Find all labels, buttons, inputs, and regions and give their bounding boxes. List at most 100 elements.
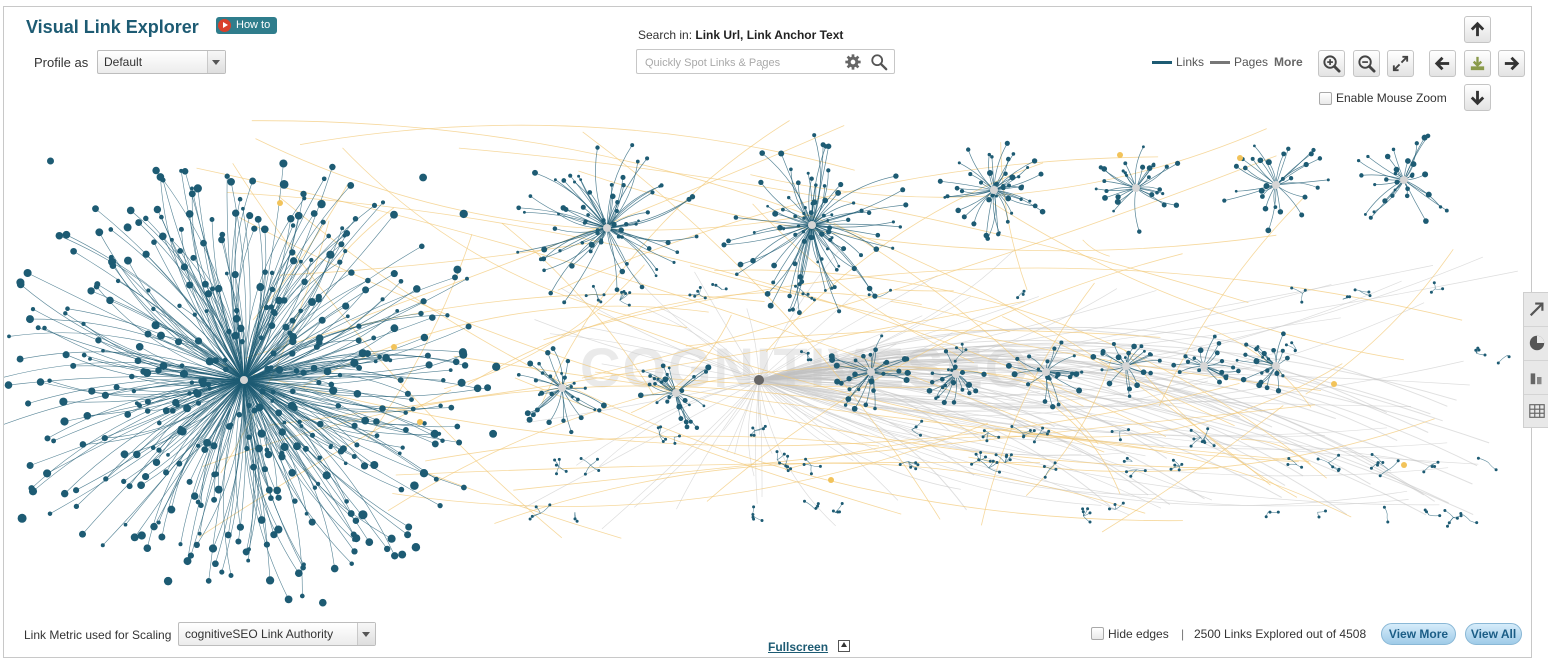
link-node[interactable] bbox=[595, 228, 600, 233]
link-node[interactable] bbox=[1073, 371, 1080, 378]
link-node[interactable] bbox=[1331, 465, 1335, 469]
link-node[interactable] bbox=[329, 163, 336, 171]
link-node[interactable] bbox=[806, 351, 810, 355]
link-node[interactable] bbox=[1281, 331, 1286, 337]
link-node[interactable] bbox=[1015, 356, 1020, 361]
link-node[interactable] bbox=[205, 578, 212, 584]
link-node[interactable] bbox=[970, 462, 974, 466]
link-node[interactable] bbox=[889, 288, 892, 292]
link-node[interactable] bbox=[1370, 453, 1374, 456]
page-node[interactable] bbox=[391, 344, 397, 350]
link-node[interactable] bbox=[896, 368, 902, 374]
link-node[interactable] bbox=[1266, 357, 1271, 361]
link-node[interactable] bbox=[954, 185, 960, 191]
link-node[interactable] bbox=[1070, 371, 1075, 376]
link-node[interactable] bbox=[1059, 340, 1064, 345]
link-node[interactable] bbox=[1254, 346, 1259, 352]
link-node[interactable] bbox=[797, 274, 804, 280]
link-node[interactable] bbox=[1192, 356, 1197, 360]
pan-left-button[interactable] bbox=[1429, 50, 1456, 77]
link-node[interactable] bbox=[362, 286, 370, 294]
link-node[interactable] bbox=[1299, 212, 1305, 218]
link-node[interactable] bbox=[300, 190, 307, 198]
link-node[interactable] bbox=[995, 194, 998, 198]
link-node[interactable] bbox=[233, 307, 240, 314]
link-node[interactable] bbox=[418, 310, 424, 317]
link-node[interactable] bbox=[1271, 347, 1276, 353]
link-node[interactable] bbox=[868, 352, 873, 357]
link-node[interactable] bbox=[759, 150, 766, 156]
link-node[interactable] bbox=[812, 133, 817, 138]
link-node[interactable] bbox=[930, 380, 935, 385]
link-node[interactable] bbox=[652, 376, 657, 381]
link-node[interactable] bbox=[452, 358, 460, 366]
link-node[interactable] bbox=[866, 210, 872, 216]
link-node[interactable] bbox=[62, 230, 71, 239]
link-node[interactable] bbox=[351, 454, 357, 459]
link-node[interactable] bbox=[174, 338, 183, 346]
link-node[interactable] bbox=[852, 371, 858, 378]
link-node[interactable] bbox=[290, 388, 296, 395]
link-node[interactable] bbox=[579, 457, 583, 460]
link-node[interactable] bbox=[833, 362, 840, 369]
link-node[interactable] bbox=[1223, 374, 1229, 380]
link-node[interactable] bbox=[1264, 515, 1268, 519]
link-node[interactable] bbox=[1146, 165, 1153, 171]
link-node[interactable] bbox=[802, 463, 806, 466]
link-node[interactable] bbox=[558, 249, 562, 253]
link-node[interactable] bbox=[793, 214, 798, 219]
link-node[interactable] bbox=[952, 364, 958, 370]
link-node[interactable] bbox=[169, 237, 174, 242]
link-node[interactable] bbox=[1017, 175, 1021, 179]
link-node[interactable] bbox=[178, 427, 187, 436]
link-node[interactable] bbox=[51, 438, 57, 444]
link-node[interactable] bbox=[1076, 387, 1083, 394]
link-node[interactable] bbox=[293, 442, 301, 451]
link-node[interactable] bbox=[914, 425, 918, 429]
link-node[interactable] bbox=[1222, 198, 1227, 203]
link-node[interactable] bbox=[828, 237, 833, 242]
link-node[interactable] bbox=[579, 178, 583, 181]
link-node[interactable] bbox=[437, 431, 442, 436]
link-node[interactable] bbox=[92, 205, 99, 213]
link-node[interactable] bbox=[586, 213, 590, 217]
link-node[interactable] bbox=[316, 339, 323, 346]
link-node[interactable] bbox=[1236, 368, 1241, 374]
link-node[interactable] bbox=[1303, 288, 1307, 292]
link-node[interactable] bbox=[265, 576, 275, 585]
link-node[interactable] bbox=[721, 242, 727, 248]
link-node[interactable] bbox=[1286, 463, 1290, 466]
link-node[interactable] bbox=[340, 226, 345, 231]
link-node[interactable] bbox=[299, 424, 304, 428]
link-node[interactable] bbox=[820, 257, 824, 261]
link-node[interactable] bbox=[1337, 453, 1341, 457]
link-node[interactable] bbox=[986, 197, 992, 203]
link-node[interactable] bbox=[218, 236, 226, 244]
link-node[interactable] bbox=[843, 403, 848, 407]
link-node[interactable] bbox=[587, 190, 593, 195]
link-node[interactable] bbox=[337, 259, 343, 265]
link-node[interactable] bbox=[425, 361, 433, 369]
link-node[interactable] bbox=[1142, 349, 1146, 353]
link-node[interactable] bbox=[246, 402, 252, 409]
link-node[interactable] bbox=[263, 541, 270, 548]
link-node[interactable] bbox=[7, 334, 11, 339]
link-node[interactable] bbox=[937, 178, 943, 184]
link-node[interactable] bbox=[1127, 386, 1132, 392]
link-node[interactable] bbox=[1286, 146, 1291, 151]
link-node[interactable] bbox=[1203, 441, 1207, 444]
link-node[interactable] bbox=[634, 222, 638, 226]
link-node[interactable] bbox=[1414, 141, 1419, 146]
link-node[interactable] bbox=[806, 358, 810, 362]
link-node[interactable] bbox=[431, 440, 439, 448]
link-node[interactable] bbox=[379, 405, 386, 412]
link-node[interactable] bbox=[909, 465, 913, 469]
link-node[interactable] bbox=[637, 392, 644, 399]
link-node[interactable] bbox=[294, 569, 303, 578]
link-node[interactable] bbox=[752, 231, 756, 234]
link-node[interactable] bbox=[43, 469, 52, 478]
link-node[interactable] bbox=[94, 281, 101, 288]
link-node[interactable] bbox=[321, 176, 327, 182]
link-node[interactable] bbox=[419, 173, 428, 182]
link-node[interactable] bbox=[1025, 382, 1031, 387]
